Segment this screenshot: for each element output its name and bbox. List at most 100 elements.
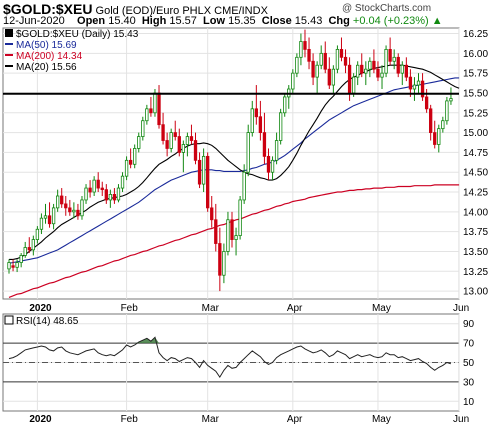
candle [145, 104, 149, 125]
candle [360, 53, 364, 78]
candle-body [60, 195, 64, 205]
candle-body [351, 76, 356, 94]
candle-body [420, 80, 425, 98]
candle-body [238, 199, 242, 237]
candle-body [206, 155, 210, 209]
candle-body [72, 209, 76, 213]
rsi-legend: RSI(14) 48.65 [16, 316, 79, 327]
price-legend: $GOLD:$XEU (Daily) 15.43 MA(50) 15.69 MA… [5, 29, 139, 73]
candle [420, 73, 425, 101]
date-tick-label: Feb [121, 303, 139, 314]
candle-body [108, 194, 113, 201]
candle-body [408, 76, 413, 90]
candle-body [441, 120, 445, 130]
date-tick-label: Apr [287, 303, 303, 314]
rsi-y-axis: 90 70 50 30 10 [463, 319, 475, 408]
candle-body [137, 136, 141, 149]
candle-body [133, 148, 137, 165]
candle [181, 140, 186, 173]
candle-body [299, 41, 303, 58]
candle-body [388, 48, 392, 62]
candle-body [323, 52, 327, 70]
date-tick-label: Feb [121, 414, 139, 425]
rsi-tick-label: 50 [463, 358, 475, 369]
candle [108, 189, 113, 208]
date-tick-label: May [372, 414, 391, 425]
candle-body [169, 132, 173, 149]
candle-body [230, 219, 234, 240]
candle [201, 148, 206, 193]
candle-body [104, 189, 108, 201]
candle-body [23, 247, 27, 256]
price-tick-label: 15.25 [463, 108, 488, 119]
candle [388, 37, 392, 66]
candle [76, 203, 80, 220]
candle [137, 132, 141, 153]
candle [339, 37, 344, 62]
ma200-line [8, 184, 460, 298]
rsi-tick-label: 70 [463, 339, 475, 350]
candle [291, 69, 295, 93]
candle-body [392, 56, 396, 62]
candle-body [161, 124, 165, 141]
candle [15, 259, 19, 273]
candle [400, 61, 404, 86]
candle-body [364, 68, 368, 74]
date-tick-label: Mar [202, 303, 220, 314]
candle [303, 29, 307, 58]
candle [47, 202, 52, 228]
candle-body [141, 120, 145, 137]
date-tick-label: May [372, 303, 391, 314]
candle [278, 108, 283, 145]
candle-body [210, 207, 214, 221]
close-label: Close [261, 15, 292, 27]
candle-body [218, 243, 222, 276]
candle-body [185, 136, 190, 145]
candle [92, 176, 96, 196]
candle [433, 120, 437, 149]
price-x-axis: 2020 Feb Mar Apr May Jun [29, 303, 469, 314]
candle-body [335, 48, 340, 70]
candle-body [274, 140, 279, 161]
candle-body [173, 132, 177, 137]
candle [72, 202, 76, 219]
candle [177, 128, 181, 157]
candle-body [189, 136, 194, 141]
candle [222, 243, 226, 284]
date-tick-label: Jun [453, 303, 469, 314]
candle [11, 259, 15, 272]
candle-body [27, 247, 31, 251]
candle [246, 124, 250, 177]
candle [238, 195, 242, 240]
candle [254, 85, 258, 125]
candle-body [380, 72, 384, 78]
candle [372, 49, 376, 74]
rsi-tick-label: 10 [463, 397, 475, 408]
legend-swatch-price [5, 29, 13, 37]
chart-title-line: $GOLD:$XEU Gold (EOD)/Euro PHLX CME/INDX… [3, 1, 431, 17]
legend-swatch-rsi [4, 315, 14, 325]
candle [210, 195, 214, 228]
price-tick-label: 13.25 [463, 267, 488, 278]
candle-body [193, 140, 198, 161]
candle [258, 100, 263, 141]
price-tick-label: 15.00 [463, 128, 488, 139]
high-value: 15.57 [169, 15, 197, 27]
candle-body [404, 64, 409, 78]
candle-body [88, 187, 92, 193]
price-tick-label: 13.75 [463, 227, 488, 238]
candle [384, 45, 388, 78]
candle [189, 124, 194, 145]
candle-body [412, 84, 417, 90]
rsi-tick-label: 90 [463, 319, 475, 330]
candle-body [376, 68, 380, 78]
candle-body [84, 187, 88, 201]
rsi-x-axis: 2020 Feb Mar Apr May Jun [29, 414, 469, 425]
date-tick-label: 2020 [29, 303, 52, 314]
candle [206, 152, 210, 212]
date-tick-label: Apr [287, 414, 303, 425]
candle [230, 211, 234, 248]
price-tick-label: 13.00 [463, 287, 488, 298]
candle [307, 37, 311, 70]
up-arrow-icon: ▲ [431, 15, 443, 27]
